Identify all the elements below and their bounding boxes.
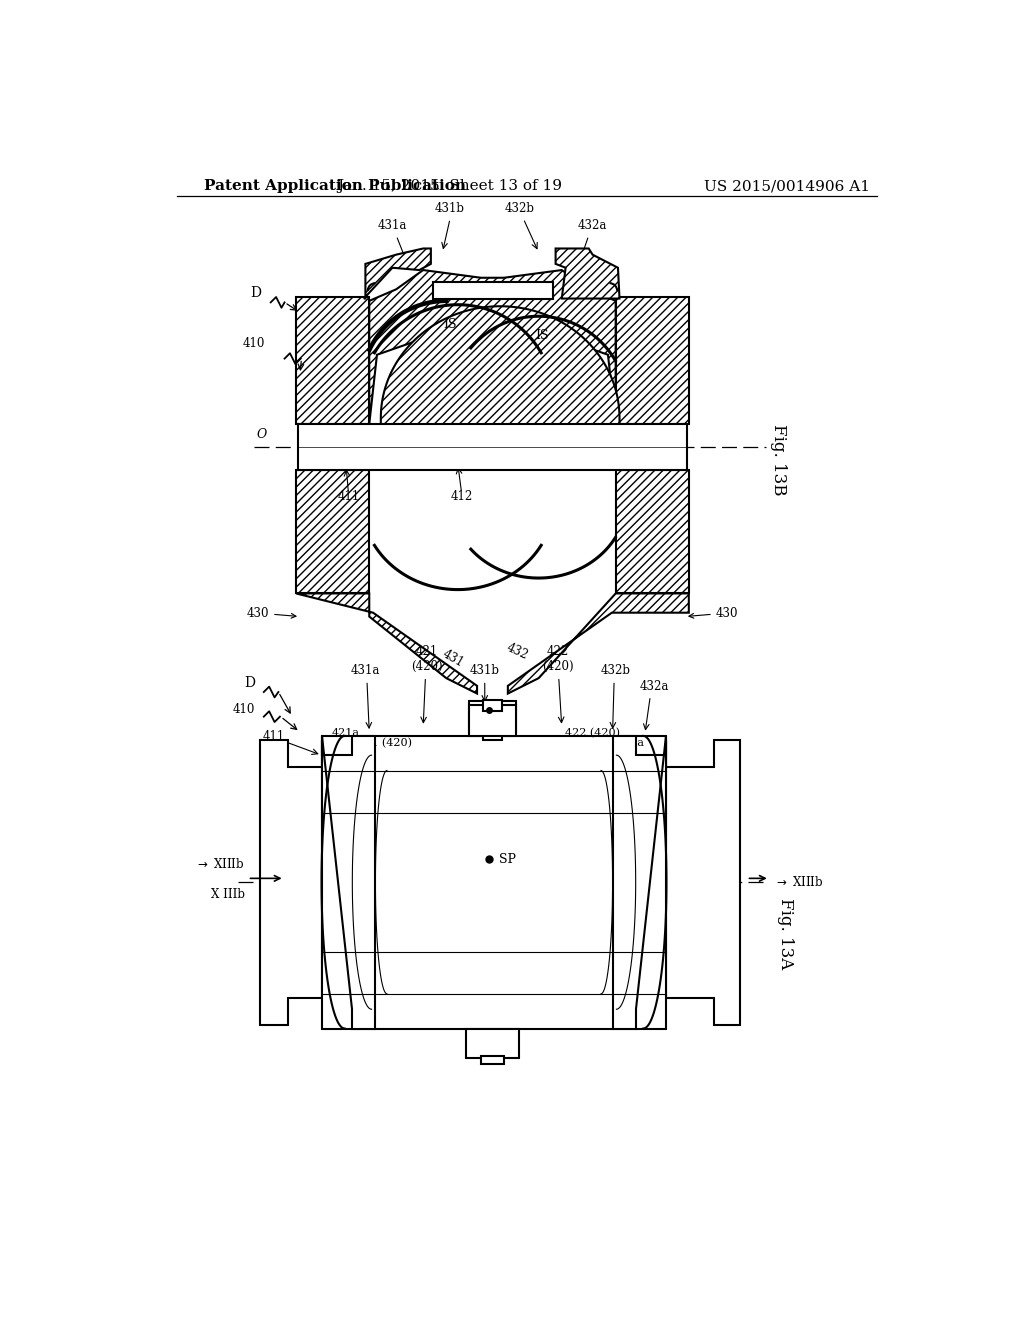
Text: 430: 430 xyxy=(689,607,738,619)
Text: Jan. 15, 2015  Sheet 13 of 19: Jan. 15, 2015 Sheet 13 of 19 xyxy=(338,180,562,193)
Text: 431a: 431a xyxy=(378,219,408,232)
Text: SP: SP xyxy=(499,853,516,866)
Text: 422a: 422a xyxy=(617,738,645,748)
Text: 431a: 431a xyxy=(351,664,380,677)
Text: D: D xyxy=(245,676,255,690)
Text: D: D xyxy=(251,286,261,300)
Bar xyxy=(469,701,515,733)
Text: 431b: 431b xyxy=(470,664,500,677)
Polygon shape xyxy=(296,594,477,693)
Text: 410: 410 xyxy=(232,702,255,715)
Text: 412: 412 xyxy=(451,490,473,503)
Text: 421
(420): 421 (420) xyxy=(412,645,442,673)
Text: SP: SP xyxy=(497,704,513,717)
Bar xyxy=(433,281,553,298)
Bar xyxy=(466,1028,519,1057)
Text: Patent Application Publication: Patent Application Publication xyxy=(204,180,466,193)
Text: Fig. 13A: Fig. 13A xyxy=(777,898,795,969)
Bar xyxy=(483,730,502,739)
Text: 432a: 432a xyxy=(578,219,607,232)
Polygon shape xyxy=(296,297,370,424)
Polygon shape xyxy=(260,739,322,1024)
Polygon shape xyxy=(364,248,431,298)
Polygon shape xyxy=(556,248,620,298)
Text: 422
(420): 422 (420) xyxy=(542,645,573,673)
Text: IS: IS xyxy=(443,318,457,331)
Polygon shape xyxy=(296,470,370,594)
Text: $\rightarrow$ XIIIb: $\rightarrow$ XIIIb xyxy=(196,857,245,871)
Text: 411: 411 xyxy=(337,490,359,503)
Text: O: O xyxy=(256,428,266,441)
Bar xyxy=(481,1056,504,1064)
Text: 432b: 432b xyxy=(601,664,631,677)
Text: 430: 430 xyxy=(247,607,296,619)
Text: 411: 411 xyxy=(262,730,285,743)
Text: 431: 431 xyxy=(439,647,466,669)
Bar xyxy=(298,424,686,470)
Text: 422 (420): 422 (420) xyxy=(565,727,621,738)
Bar xyxy=(469,705,515,737)
Text: 421 (420): 421 (420) xyxy=(357,738,412,748)
Polygon shape xyxy=(667,739,740,1024)
Text: X IIIb: X IIIb xyxy=(211,888,245,902)
Text: $\rightarrow$ XIIIb: $\rightarrow$ XIIIb xyxy=(773,875,823,890)
Text: US 2015/0014906 A1: US 2015/0014906 A1 xyxy=(705,180,870,193)
Text: 431b: 431b xyxy=(435,202,465,215)
Text: 432: 432 xyxy=(504,640,529,661)
Text: 410: 410 xyxy=(243,337,265,350)
Polygon shape xyxy=(615,470,689,594)
Polygon shape xyxy=(322,737,376,1028)
Bar xyxy=(483,701,502,711)
Text: Fig. 13B: Fig. 13B xyxy=(770,424,786,495)
Polygon shape xyxy=(612,737,667,1028)
Polygon shape xyxy=(322,737,667,1028)
Polygon shape xyxy=(370,271,615,424)
Text: 432b: 432b xyxy=(505,202,535,215)
Text: IS: IS xyxy=(536,330,549,342)
Polygon shape xyxy=(615,297,689,424)
Polygon shape xyxy=(381,306,620,424)
Text: 432a: 432a xyxy=(639,680,669,693)
Text: 421a: 421a xyxy=(332,727,360,738)
Polygon shape xyxy=(508,594,689,693)
